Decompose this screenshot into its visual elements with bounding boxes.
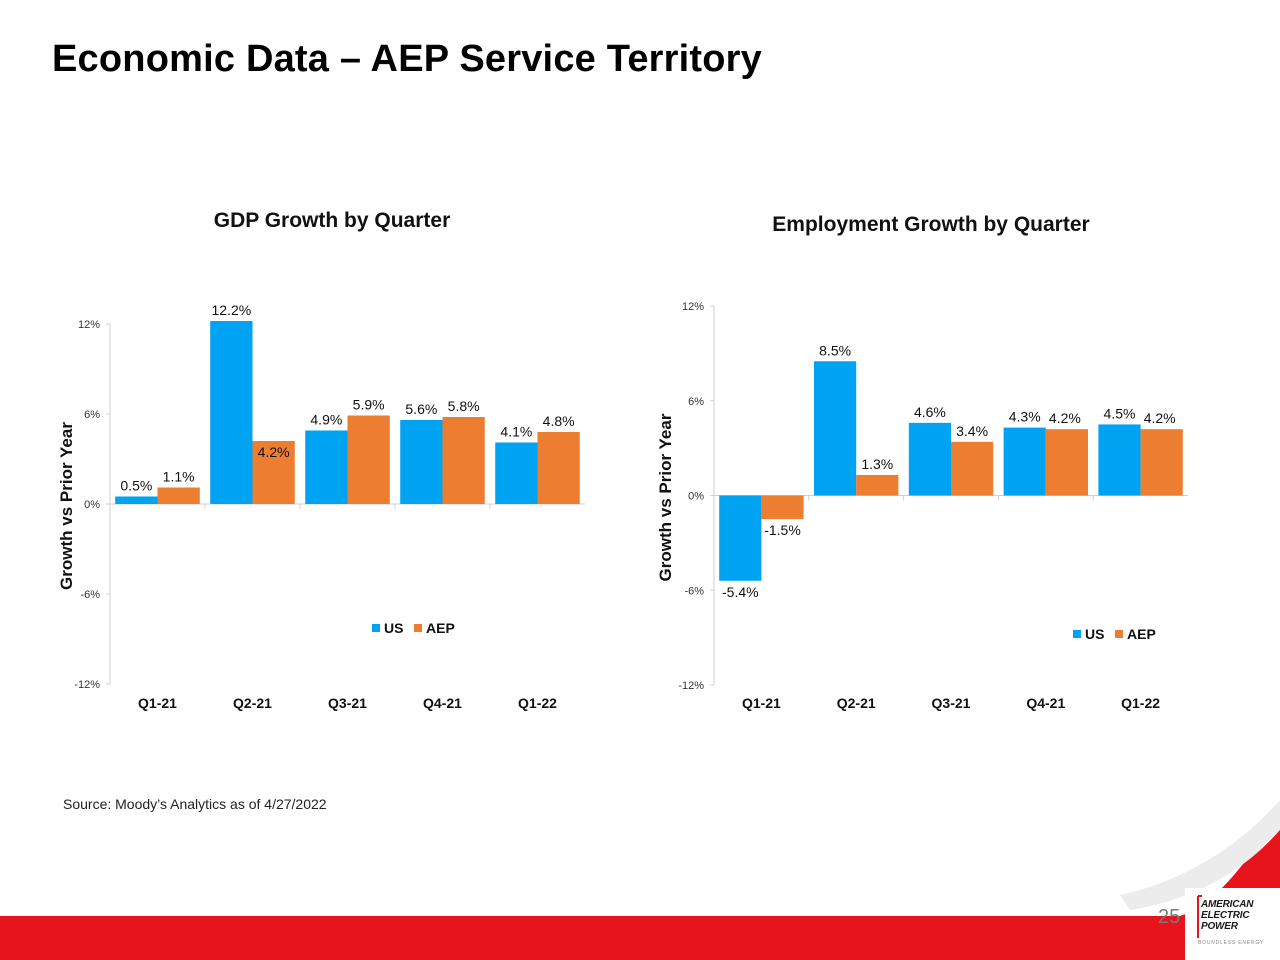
logo-backdrop bbox=[1185, 888, 1280, 960]
gdp-x-tick-label: Q3-21 bbox=[328, 695, 367, 711]
gdp-x-tick-label: Q1-22 bbox=[518, 695, 557, 711]
gdp-x-tick-label: Q2-21 bbox=[233, 695, 272, 711]
emp-x-tick-label: Q1-21 bbox=[742, 695, 781, 711]
gdp-y-tick-label: 6% bbox=[84, 409, 100, 421]
emp-bar-aep bbox=[856, 474, 899, 496]
emp-y-tick-label: 6% bbox=[688, 396, 704, 408]
emp-x-tick-label: Q4-21 bbox=[1026, 695, 1065, 711]
emp-bar-aep bbox=[1140, 429, 1183, 496]
gdp-y-axis-label: Growth vs Prior Year bbox=[57, 422, 76, 590]
emp-x-tick-label: Q1-22 bbox=[1121, 695, 1160, 711]
gdp-data-label-aep: 1.1% bbox=[163, 469, 195, 485]
gdp-data-label-us: 4.1% bbox=[500, 424, 532, 440]
emp-y-axis-label: Growth vs Prior Year bbox=[656, 413, 675, 581]
emp-data-label-us: -5.4% bbox=[722, 584, 759, 600]
gdp-bar-us bbox=[115, 496, 158, 504]
gdp-x-tick-label: Q1-21 bbox=[138, 695, 177, 711]
gdp-y-tick-label: -6% bbox=[80, 589, 100, 601]
emp-bar-us bbox=[719, 495, 762, 581]
emp-data-label-aep: 1.3% bbox=[861, 456, 893, 472]
gdp-legend-label-aep: AEP bbox=[426, 620, 455, 636]
gdp-bar-aep bbox=[537, 432, 580, 504]
gdp-bar-us bbox=[495, 442, 538, 504]
gdp-bar-aep bbox=[442, 417, 485, 504]
gdp-chart-title: GDP Growth by Quarter bbox=[214, 209, 451, 232]
gdp-x-tick-label: Q4-21 bbox=[423, 695, 462, 711]
gdp-legend-swatch-us bbox=[372, 624, 380, 632]
page-title: Economic Data – AEP Service Territory bbox=[52, 38, 762, 80]
footer-red-band bbox=[0, 808, 1280, 960]
emp-y-tick-label: -6% bbox=[684, 585, 704, 597]
emp-legend-label-us: US bbox=[1085, 626, 1104, 642]
gdp-y-tick-label: -12% bbox=[74, 679, 100, 691]
gdp-bar-aep bbox=[157, 487, 200, 504]
gdp-bar-aep bbox=[347, 415, 390, 504]
emp-bar-us bbox=[1003, 427, 1046, 496]
gdp-bar-aep bbox=[252, 441, 295, 504]
footer-band bbox=[0, 800, 1280, 960]
emp-bar-us bbox=[1098, 424, 1141, 496]
emp-legend-swatch-aep bbox=[1115, 630, 1123, 638]
emp-data-label-us: 4.5% bbox=[1104, 405, 1136, 421]
emp-bar-aep bbox=[951, 441, 994, 496]
logo-line-3: POWER bbox=[1201, 921, 1238, 932]
logo-line-2: ELECTRIC bbox=[1201, 910, 1250, 921]
emp-x-tick-label: Q3-21 bbox=[932, 695, 971, 711]
gdp-y-tick-label: 0% bbox=[84, 499, 100, 511]
emp-y-tick-label: 12% bbox=[682, 301, 704, 313]
emp-bar-us bbox=[814, 361, 857, 496]
emp-data-label-aep: 4.2% bbox=[1049, 410, 1081, 426]
emp-bar-us bbox=[908, 422, 951, 496]
gdp-data-label-aep: 4.8% bbox=[543, 413, 575, 429]
gdp-bar-us bbox=[400, 420, 443, 504]
gdp-bar-us bbox=[210, 321, 253, 504]
page-number: 25 bbox=[1158, 906, 1181, 928]
emp-bar-aep bbox=[1045, 429, 1088, 496]
emp-data-label-aep: 4.2% bbox=[1144, 410, 1176, 426]
gdp-legend-swatch-aep bbox=[414, 624, 422, 632]
emp-data-label-aep: -1.5% bbox=[764, 522, 801, 538]
gdp-data-label-us: 12.2% bbox=[212, 302, 252, 318]
gdp-legend-label-us: US bbox=[384, 620, 403, 636]
emp-chart-title: Employment Growth by Quarter bbox=[772, 213, 1089, 236]
logo-frame-icon bbox=[1197, 895, 1202, 938]
logo-line-1: AMERICAN bbox=[1201, 899, 1254, 910]
source-note: Source: Moody’s Analytics as of 4/27/202… bbox=[63, 796, 327, 812]
emp-data-label-us: 8.5% bbox=[819, 342, 851, 358]
gdp-data-label-aep: 5.8% bbox=[448, 398, 480, 414]
emp-y-tick-label: 0% bbox=[688, 491, 704, 503]
emp-legend-label-aep: AEP bbox=[1127, 626, 1156, 642]
emp-x-tick-label: Q2-21 bbox=[837, 695, 876, 711]
emp-data-label-us: 4.6% bbox=[914, 404, 946, 420]
emp-bar-aep bbox=[761, 495, 804, 520]
gdp-bar-us bbox=[305, 430, 348, 504]
logo-tagline: BOUNDLESS ENERGY bbox=[1198, 940, 1265, 946]
gdp-data-label-us: 5.6% bbox=[405, 401, 437, 417]
gdp-data-label-us: 4.9% bbox=[310, 412, 342, 428]
emp-legend-swatch-us bbox=[1073, 630, 1081, 638]
gdp-data-label-aep: 5.9% bbox=[353, 397, 385, 413]
emp-y-tick-label: -12% bbox=[678, 680, 704, 692]
emp-data-label-us: 4.3% bbox=[1009, 409, 1041, 425]
aep-logo: AMERICAN ELECTRIC POWER BOUNDLESS ENERGY bbox=[1190, 890, 1270, 950]
gdp-data-label-us: 0.5% bbox=[120, 478, 152, 494]
gdp-y-tick-label: 12% bbox=[78, 319, 100, 331]
gdp-data-label-aep: 4.2% bbox=[258, 444, 290, 460]
emp-data-label-aep: 3.4% bbox=[956, 423, 988, 439]
